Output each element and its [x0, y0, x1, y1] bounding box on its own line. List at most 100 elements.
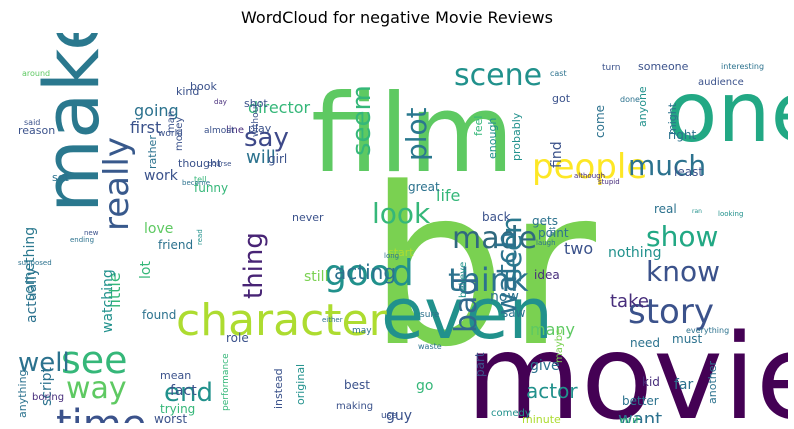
word-watching: watching [100, 269, 116, 333]
word-actor: actor [526, 379, 578, 403]
word-love: love [144, 221, 173, 237]
word-bit: bit [548, 227, 556, 236]
word-instead: instead [272, 368, 285, 409]
word-probably: probably [510, 112, 523, 161]
word-far: far [674, 377, 694, 393]
word-part: part [473, 352, 487, 377]
word-around: around [22, 69, 50, 78]
word-new: new [84, 229, 99, 237]
word-another: another [706, 361, 719, 404]
word-done: done [620, 95, 640, 104]
word-show: show [646, 220, 718, 253]
word-supposed: supposed [18, 259, 52, 267]
word-long: long [384, 252, 399, 260]
word-idea: idea [534, 268, 560, 282]
word-seem: seem [347, 85, 377, 156]
word-anyone: anyone [636, 86, 649, 127]
word-anything: anything [16, 369, 29, 418]
word-best: best [344, 378, 370, 392]
word-better: better [622, 394, 659, 408]
word-trying: trying [160, 402, 195, 416]
word-role: role [226, 331, 249, 345]
word-found: found [142, 308, 176, 322]
word-everything: everything [686, 326, 729, 335]
word-girl: girl [268, 152, 287, 166]
word-saw: saw [502, 306, 526, 320]
word-money: money [174, 117, 185, 151]
word-one: one [666, 63, 788, 161]
word-course: course [208, 160, 231, 168]
word-scene: scene [454, 58, 542, 93]
word-lot: lot [138, 261, 154, 279]
word-script: script [39, 366, 55, 406]
word-much: much [628, 149, 706, 182]
word-put: put [620, 414, 640, 423]
word-said: said [24, 118, 40, 127]
word-performance: performance [221, 353, 231, 411]
word-want: want [618, 409, 662, 423]
word-well: well [18, 348, 70, 378]
word-movie: movie [466, 308, 788, 423]
word-plot: plot [400, 107, 433, 161]
word-good: good [324, 253, 414, 294]
word-use: use [381, 411, 397, 421]
word-film: film [311, 72, 514, 197]
word-character: character [176, 295, 388, 346]
word-think: think [448, 261, 529, 299]
word-nothing: nothing [608, 245, 661, 261]
word-worst: worst [154, 412, 187, 423]
word-make: make [27, 33, 116, 213]
word-least: least [674, 165, 703, 179]
word-funny: funny [194, 181, 228, 195]
word-thought: thought [178, 157, 222, 170]
word-go: go [416, 378, 433, 394]
word-still: still [304, 269, 328, 285]
word-going: going [134, 101, 179, 120]
word-first: first [130, 118, 161, 137]
word-play: play [248, 122, 272, 135]
word-real: real [654, 202, 677, 216]
word-read: read [196, 229, 204, 245]
word-two: two [564, 239, 593, 258]
word-take: take [610, 291, 649, 312]
word-may: may [352, 326, 372, 336]
word-cloud: brmoviefilmonemakeevencharactergoodtimes… [16, 33, 788, 423]
word-end: end [164, 378, 213, 408]
word-look: look [372, 197, 431, 230]
word-really: really [97, 137, 137, 231]
word-find: find [549, 141, 565, 168]
word-many: many [530, 320, 575, 339]
word-bad: bad [449, 277, 484, 333]
word-know: know [646, 255, 720, 288]
word-people: people [532, 147, 647, 187]
word-become: become [182, 179, 210, 187]
word-little: little [105, 272, 124, 308]
word-ending: ending [70, 236, 94, 244]
word-watch: watch [490, 231, 523, 315]
word-audience: audience [698, 77, 744, 88]
word-friend: friend [158, 238, 193, 252]
word-must: must [672, 332, 703, 346]
word-without: without [251, 103, 261, 137]
word-looking: looking [718, 210, 743, 218]
word-shot: shot [244, 97, 268, 110]
word-need: need [630, 336, 660, 350]
word-ran: ran [692, 208, 702, 215]
word-great: great [408, 180, 440, 194]
word-thing: thing [239, 232, 269, 299]
word-sure: sure [420, 310, 440, 320]
word-will: will [246, 147, 276, 168]
word-stupid: stupid [598, 178, 620, 186]
word-day: day [214, 98, 227, 106]
word-laugh: laugh [536, 239, 556, 247]
word-cast: cast [550, 69, 567, 78]
word-say: say [244, 123, 289, 153]
word-set: set [52, 171, 69, 184]
word-gets: gets [532, 214, 558, 228]
word-line: line [226, 125, 244, 136]
word-even: even [381, 273, 553, 355]
word-director: director [248, 98, 311, 117]
word-way: way [66, 371, 127, 406]
word-point: point [538, 226, 569, 240]
word-made: made [452, 221, 537, 256]
